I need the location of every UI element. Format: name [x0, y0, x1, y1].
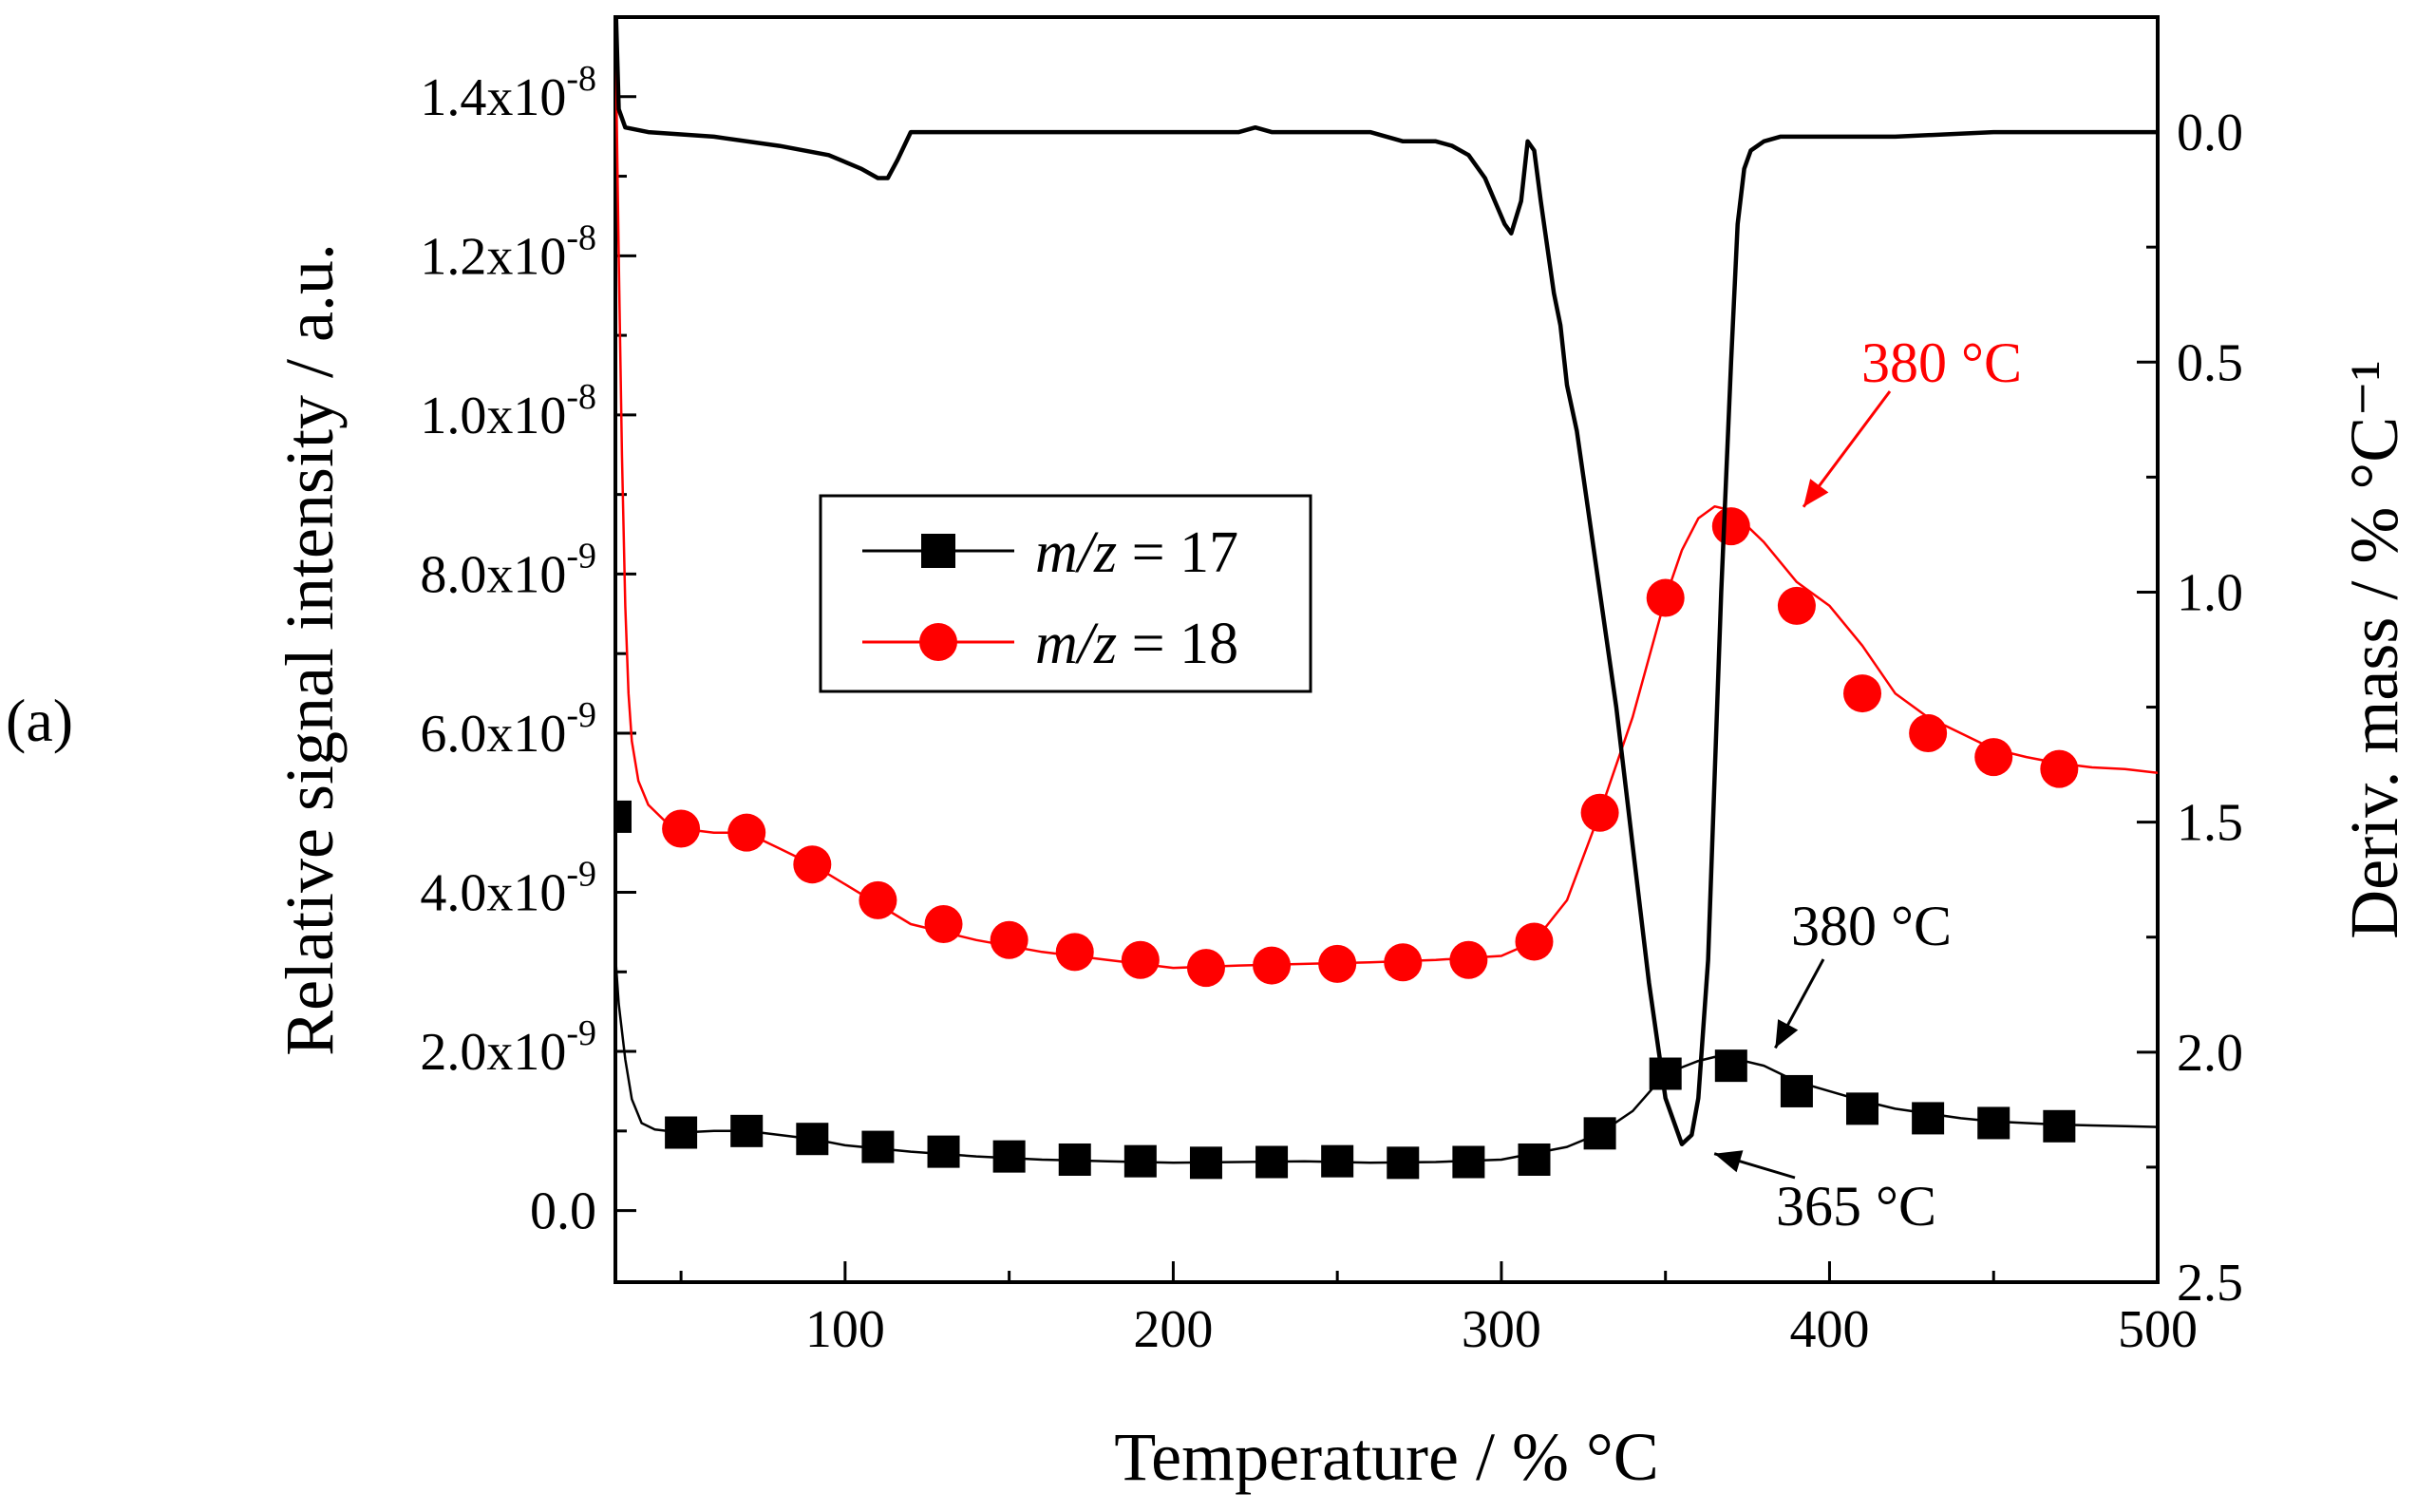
series-1-marker-5 [990, 920, 1029, 959]
y-left-tick-label-6: 1.2x10-8 [420, 217, 596, 286]
series-0-marker-3 [796, 1123, 829, 1156]
series-1-marker-16 [1711, 507, 1750, 546]
legend: m/z = 17 m/z = 18 [819, 494, 1312, 693]
annotation-380-black: 380 °C [1791, 895, 1952, 957]
plot-frame [613, 15, 2160, 1284]
series-1-marker-12 [1449, 940, 1488, 979]
y-right-axis-title: Deriv. mass / % °C⁻¹ [2336, 360, 2412, 939]
annotation-380-red: 380 °C [1861, 331, 2022, 394]
series-0-marker-11 [1321, 1144, 1354, 1178]
y-right-tick-label-4: 2.0 [2177, 1024, 2243, 1083]
series-0-marker-18 [1780, 1074, 1813, 1107]
y-left-tick-labels: 0.0 2.0x10-9 4.0x10-9 6.0x10-9 8.0x10-9 1.0x1… [420, 59, 596, 1241]
y-left-tick-label-4: 8.0x10-9 [420, 536, 596, 604]
series-1-marker-4 [924, 905, 963, 944]
x-tick-label-400: 400 [1789, 1300, 1869, 1359]
legend-box [819, 494, 1312, 693]
ann-2-arrow-head [1714, 1150, 1744, 1173]
series-1-marker-11 [1384, 943, 1423, 982]
legend-label-mz17-italic: m/z [1035, 520, 1117, 585]
series-0-marker-1 [665, 1116, 698, 1149]
series-line-2 [615, 17, 2158, 1146]
y-right-tick-labels: 0.0 0.5 1.0 1.5 2.0 2.5 [2177, 104, 2243, 1313]
y-left-tick-label-3: 6.0x10-9 [420, 695, 596, 764]
series-1-marker-3 [859, 880, 897, 919]
x-tick-labels: 100 200 300 400 500 [805, 1300, 2198, 1359]
series-1-marker-13 [1515, 922, 1554, 961]
series-0-marker-12 [1387, 1146, 1420, 1180]
series-1-marker-20 [1974, 738, 2013, 777]
y-left-tick-label-7: 1.4x10-8 [420, 59, 596, 127]
series-layer [615, 17, 2158, 1180]
series-0-marker-8 [1123, 1144, 1157, 1178]
y-left-tick-label-0: 0.0 [530, 1182, 596, 1241]
series-0-marker-14 [1518, 1143, 1551, 1176]
series-1-marker-6 [1055, 933, 1094, 972]
series-1-marker-15 [1646, 578, 1685, 617]
x-tick-label-300: 300 [1462, 1300, 1541, 1359]
series-1-marker-0 [662, 809, 701, 848]
series-0-marker-22 [2043, 1109, 2076, 1143]
series-1-marker-7 [1121, 940, 1160, 979]
y-right-tick-label-1: 0.5 [2177, 333, 2243, 392]
series-0-marker-20 [1912, 1102, 1945, 1135]
legend-label-mz18-rest: = 18 [1117, 612, 1238, 676]
x-tick-label-500: 500 [2118, 1300, 2198, 1359]
y-right-tick-label-0: 0.0 [2177, 104, 2243, 162]
y-right-tick-label-2: 1.0 [2177, 563, 2243, 622]
series-0-marker-15 [1583, 1117, 1616, 1150]
y-left-axis-title: Relative signal intensity / a.u. [272, 243, 348, 1056]
legend-label-mz18-italic: m/z [1035, 612, 1117, 676]
series-0-marker-4 [861, 1130, 895, 1163]
legend-marker-mz17 [921, 534, 955, 568]
series-0-marker-19 [1846, 1092, 1879, 1125]
legend-label-mz17-rest: = 17 [1117, 520, 1238, 585]
series-1-marker-17 [1777, 586, 1816, 625]
annotation-arrow-380-red [1802, 390, 1892, 508]
series-1-marker-14 [1580, 793, 1619, 832]
series-0-marker-6 [992, 1140, 1026, 1173]
y-left-tick-label-2: 4.0x10-9 [420, 855, 596, 923]
series-0-marker-2 [730, 1114, 764, 1147]
ann-1-arrow-head [1775, 1019, 1799, 1049]
series-0-marker-10 [1255, 1145, 1289, 1179]
legend-marker-mz18 [919, 623, 957, 661]
series-1-marker-2 [793, 845, 832, 884]
annotation-arrow-380-black [1774, 958, 1825, 1049]
series-1-marker-1 [727, 813, 766, 852]
series-0-marker-17 [1714, 1049, 1747, 1083]
x-tick-label-100: 100 [805, 1300, 885, 1359]
y-left-tick-label-5: 1.0x10-8 [420, 377, 596, 445]
y-right-tick-label-3: 1.5 [2177, 794, 2243, 853]
panel-label: (a) [6, 687, 73, 754]
series-1-marker-9 [1253, 946, 1292, 985]
legend-label-mz17: m/z = 17 [1035, 520, 1238, 585]
x-tick-label-200: 200 [1133, 1300, 1213, 1359]
annotation-365-black: 365 °C [1776, 1175, 1936, 1238]
series-0-marker-13 [1452, 1145, 1485, 1179]
series-1-marker-21 [2040, 749, 2079, 788]
y-left-tick-label-1: 2.0x10-9 [420, 1013, 596, 1082]
ann-0-arrow-head [1803, 479, 1829, 507]
series-1-marker-10 [1318, 944, 1357, 983]
series-0-marker-0 [615, 800, 632, 833]
x-axis-title: Temperature / % °C [1114, 1419, 1659, 1495]
series-0-marker-7 [1058, 1143, 1091, 1176]
series-1-marker-18 [1843, 674, 1882, 713]
series-0-marker-9 [1189, 1146, 1222, 1180]
series-1-marker-19 [1909, 713, 1948, 752]
series-0-marker-5 [927, 1135, 960, 1168]
series-0-marker-21 [1977, 1106, 2010, 1140]
series-1-marker-8 [1186, 949, 1225, 988]
legend-label-mz18: m/z = 18 [1035, 612, 1238, 676]
y-right-tick-label-5: 2.5 [2177, 1254, 2243, 1313]
annotation-arrow-365-black [1713, 1150, 1796, 1180]
